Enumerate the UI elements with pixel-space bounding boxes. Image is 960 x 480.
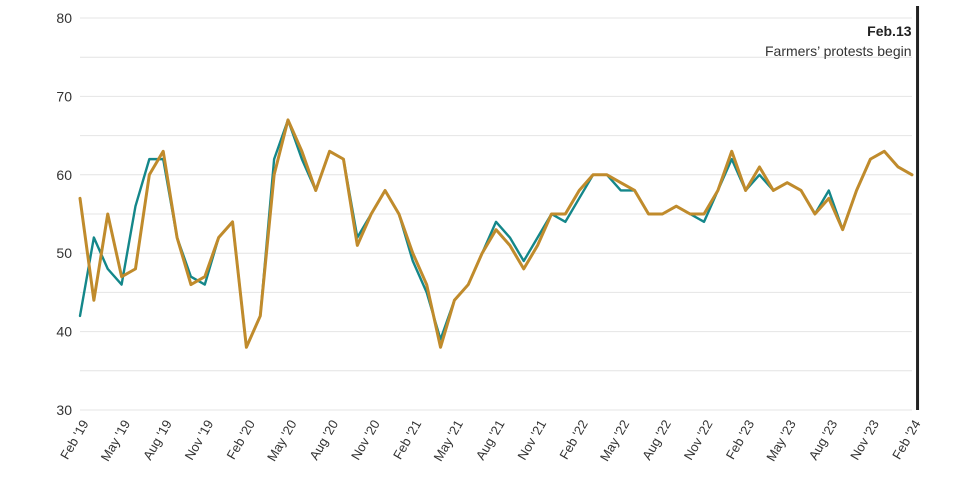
x-tick-label: Aug '20 [306,417,341,462]
y-axis-ticks: 30 40 50 60 70 80 [56,10,72,418]
x-tick-label: Feb '19 [57,417,91,462]
x-tick-label: May '22 [597,417,633,464]
y-tick-label: 80 [56,10,72,26]
x-tick-label: Nov '23 [847,417,882,462]
y-tick-label: 60 [56,167,72,183]
x-tick-label: Nov '22 [681,417,716,462]
x-tick-label: Aug '19 [140,417,175,462]
x-tick-label: May '20 [264,417,300,464]
x-tick-label: Nov '20 [348,417,383,462]
annotation-date: Feb.13 [867,23,912,39]
x-tick-label: Nov '19 [182,417,217,462]
x-tick-label: Feb '23 [723,417,757,462]
x-tick-label: May '19 [98,417,134,464]
y-tick-label: 70 [56,88,72,104]
annotation-text: Farmers’ protests begin [765,43,912,59]
y-tick-label: 50 [56,245,72,261]
x-tick-label: Feb '21 [390,417,424,462]
x-tick-label: May '23 [763,417,799,464]
x-tick-label: May '21 [430,417,466,464]
y-tick-label: 30 [56,402,72,418]
series-line-1 [78,118,914,349]
x-tick-label: Feb '20 [224,417,258,462]
x-tick-label: Aug '23 [806,417,841,462]
series-line-2 [78,118,914,349]
x-tick-label: Feb '22 [556,417,590,462]
annotation: Feb.13 Farmers’ protests begin [765,6,920,410]
y-tick-label: 40 [56,324,72,340]
series-layer [78,118,914,349]
x-tick-label: Nov '21 [514,417,549,462]
x-tick-label: Aug '22 [639,417,674,462]
x-tick-label: Aug '21 [473,417,508,462]
grid-layer [80,17,912,411]
x-axis-ticks: Feb '19 May '19 Aug '19 Nov '19 Feb '20 May '… [57,417,923,464]
x-tick-label: Feb '24 [889,417,923,462]
